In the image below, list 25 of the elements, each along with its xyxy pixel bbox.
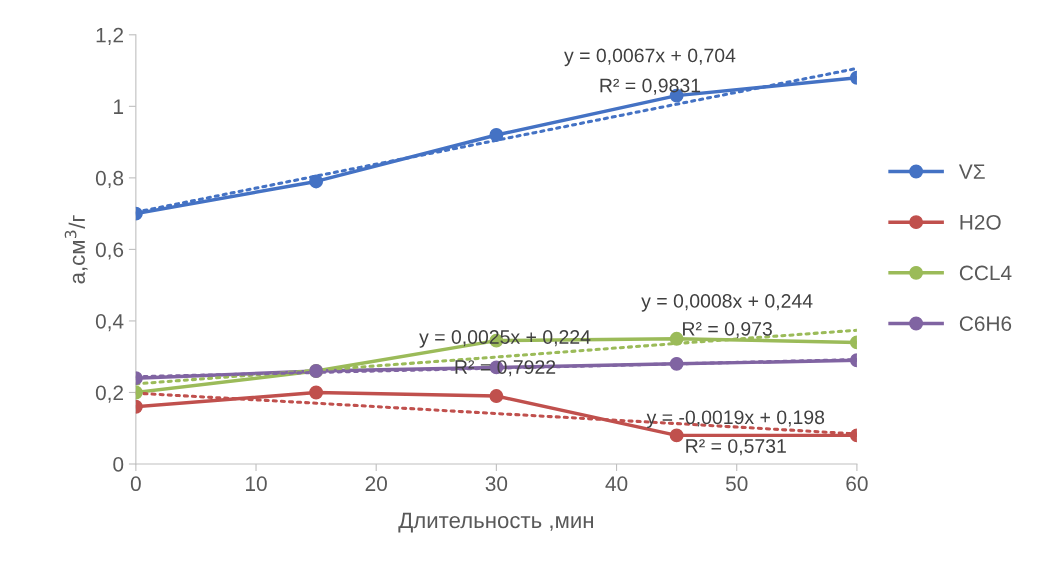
- x-axis-title: Длительность ,мин: [398, 512, 593, 533]
- y-tick-label: 1,2: [96, 27, 123, 46]
- y-tick-label: 0,2: [95, 385, 123, 403]
- legend-label: CCL4: [959, 265, 1012, 281]
- annotation: y = 0,0008x + 0,244: [641, 294, 813, 312]
- y-tick-label: 0,6: [95, 242, 124, 260]
- legend-label: C6H6: [959, 316, 1012, 331]
- y-tick-label: 0: [113, 457, 124, 472]
- annotation: R² = 0,9831: [600, 78, 701, 95]
- x-tick-label: 40: [605, 476, 628, 492]
- annotation: y = 0,0067x + 0,704: [564, 48, 736, 67]
- annotation: R² = 0,5731: [686, 439, 786, 456]
- legend-label: VΣ: [958, 164, 985, 179]
- y-tick-label: 0,4: [95, 313, 124, 332]
- x-tick-label: 60: [846, 476, 868, 492]
- y-tick-label: 1: [114, 99, 124, 114]
- x-tick-label: 50: [725, 476, 748, 492]
- x-tick-label: 20: [365, 476, 387, 492]
- annotation: R² = 0,973: [683, 321, 772, 339]
- legend-label: H2O: [960, 214, 1001, 230]
- x-tick-label: 0: [130, 476, 141, 492]
- x-tick-label: 30: [485, 476, 508, 492]
- y-tick-label: 0,8: [95, 170, 124, 189]
- y-axis-title: a,см$^{3}$/г: [64, 215, 88, 284]
- x-tick-label: 10: [246, 476, 267, 492]
